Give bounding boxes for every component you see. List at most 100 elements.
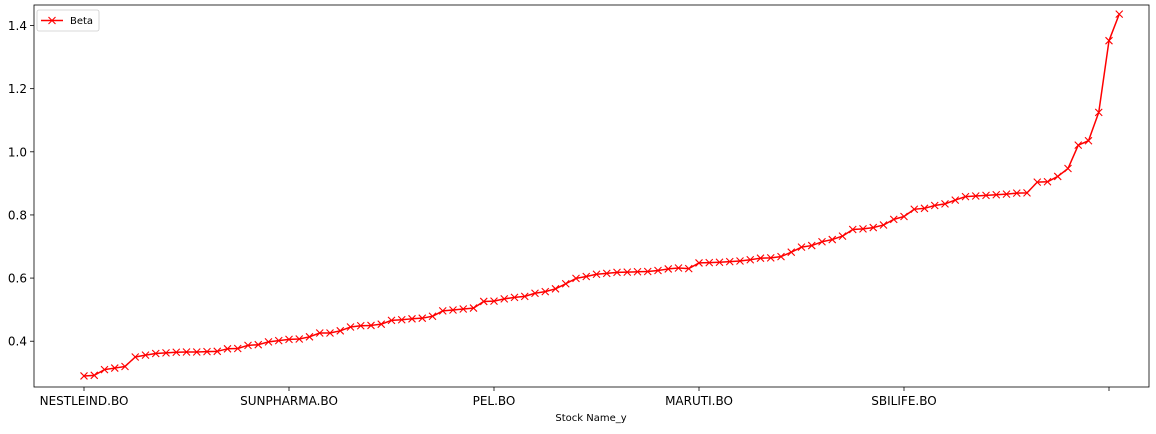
data-point bbox=[900, 212, 908, 221]
data-point bbox=[1043, 177, 1052, 186]
data-point bbox=[479, 297, 488, 306]
x-tick-label: PEL.BO bbox=[473, 394, 516, 408]
data-point bbox=[182, 348, 191, 356]
x-tick-label: MARUTI.BO bbox=[665, 394, 733, 408]
data-point bbox=[254, 340, 263, 349]
y-tick-label: 0.6 bbox=[8, 272, 27, 286]
data-point bbox=[807, 241, 816, 250]
data-point bbox=[664, 265, 673, 273]
data-point bbox=[1115, 10, 1124, 19]
data-point bbox=[387, 316, 396, 325]
data-point bbox=[746, 255, 755, 264]
data-point bbox=[469, 304, 478, 312]
data-point bbox=[695, 259, 703, 267]
data-point bbox=[736, 257, 744, 265]
data-point bbox=[244, 341, 252, 350]
data-point bbox=[264, 337, 273, 346]
series-line-beta bbox=[83, 13, 1120, 377]
data-point bbox=[295, 335, 304, 343]
x-tick-label: NESTLEIND.BO bbox=[40, 394, 129, 408]
data-point bbox=[910, 205, 919, 214]
data-point bbox=[1074, 141, 1083, 150]
data-point bbox=[971, 192, 980, 200]
data-point bbox=[162, 349, 170, 357]
data-point bbox=[223, 344, 232, 353]
data-point bbox=[818, 237, 826, 246]
data-point bbox=[203, 347, 211, 356]
data-point bbox=[285, 335, 293, 344]
data-point bbox=[869, 223, 878, 232]
data-point bbox=[356, 321, 365, 330]
data-point bbox=[1084, 136, 1093, 145]
data-point bbox=[930, 201, 939, 210]
data-point bbox=[315, 329, 324, 337]
data-point bbox=[336, 326, 345, 335]
data-point bbox=[459, 305, 468, 313]
data-point bbox=[941, 200, 949, 208]
data-point bbox=[1033, 178, 1042, 186]
data-point bbox=[777, 252, 785, 261]
data-point bbox=[192, 348, 201, 356]
data-point bbox=[992, 190, 1001, 199]
data-point bbox=[592, 270, 601, 279]
data-point bbox=[725, 257, 734, 266]
data-point bbox=[613, 268, 621, 277]
x-tick-label: SBILIFE.BO bbox=[871, 394, 936, 408]
x-tick-label: SUNPHARMA.BO bbox=[240, 394, 338, 408]
data-point bbox=[1094, 108, 1103, 117]
data-point bbox=[889, 215, 898, 224]
data-point bbox=[633, 267, 642, 276]
plot-frame bbox=[33, 4, 1150, 388]
data-point bbox=[1023, 188, 1031, 197]
data-point bbox=[551, 284, 560, 293]
data-point bbox=[326, 329, 334, 337]
x-axis-title: Stock Name_y bbox=[555, 413, 626, 424]
data-point bbox=[838, 232, 847, 240]
data-point bbox=[531, 289, 539, 298]
series-layer bbox=[80, 10, 1124, 380]
data-point bbox=[859, 224, 867, 233]
y-tick-label: 1.2 bbox=[8, 82, 27, 96]
data-point bbox=[233, 344, 242, 353]
data-point bbox=[951, 196, 960, 204]
legend-marker-x bbox=[48, 16, 56, 25]
data-point bbox=[961, 192, 970, 201]
data-point bbox=[520, 292, 529, 301]
data-point bbox=[623, 268, 632, 276]
data-point bbox=[541, 287, 550, 296]
data-point bbox=[438, 307, 447, 315]
y-tick-label: 1.0 bbox=[8, 145, 27, 159]
data-point bbox=[1105, 36, 1113, 45]
data-point bbox=[274, 336, 283, 345]
y-tick-label: 0.4 bbox=[8, 335, 27, 349]
data-point bbox=[141, 351, 150, 360]
data-point bbox=[756, 254, 765, 263]
data-point bbox=[1012, 189, 1021, 198]
data-point bbox=[1002, 190, 1011, 198]
data-point bbox=[879, 221, 888, 229]
data-point bbox=[797, 243, 806, 252]
data-point bbox=[828, 235, 837, 244]
data-point bbox=[674, 264, 683, 272]
data-point bbox=[151, 349, 160, 358]
data-point bbox=[684, 264, 693, 273]
data-point bbox=[305, 332, 314, 341]
data-point bbox=[428, 312, 437, 321]
data-point bbox=[397, 315, 406, 324]
y-tick-label: 0.8 bbox=[8, 208, 27, 222]
legend: Beta bbox=[36, 9, 100, 32]
plot-background bbox=[34, 5, 1149, 387]
data-point bbox=[654, 266, 662, 275]
data-point bbox=[1053, 172, 1062, 181]
data-point bbox=[80, 372, 88, 380]
data-point bbox=[510, 293, 519, 302]
data-point bbox=[90, 371, 99, 380]
data-point bbox=[766, 253, 775, 262]
data-point bbox=[572, 274, 580, 283]
legend-label-beta: Beta bbox=[70, 16, 93, 27]
data-point bbox=[100, 365, 109, 374]
data-point bbox=[643, 267, 652, 276]
data-point bbox=[213, 347, 222, 356]
